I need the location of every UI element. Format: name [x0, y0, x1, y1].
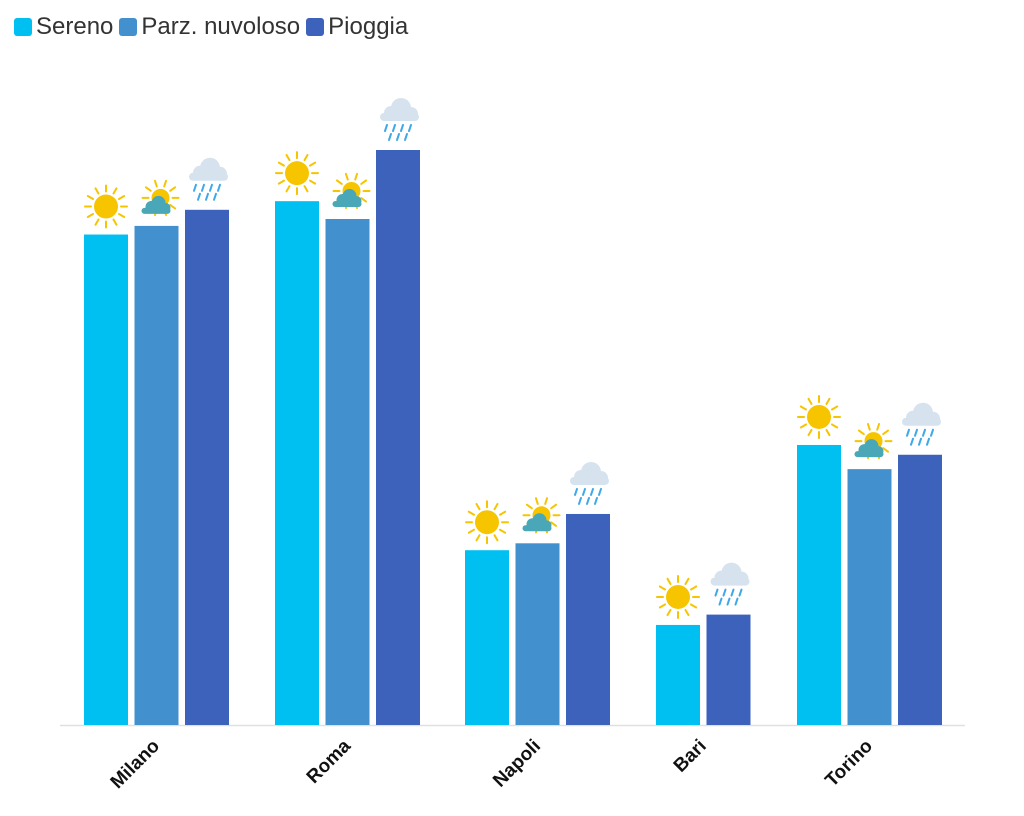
- legend-swatch-sereno: [14, 18, 32, 36]
- x-tick-label-bari: Bari: [670, 736, 711, 777]
- partly-cloudy-icon: [141, 179, 180, 217]
- partly-cloudy-icon: [854, 423, 893, 460]
- bar-roma-parz-nuvoloso[interactable]: [325, 219, 370, 725]
- bar-torino-parz-nuvoloso[interactable]: [847, 469, 892, 725]
- sun-icon: [84, 184, 128, 229]
- bar-napoli-sereno[interactable]: [465, 550, 509, 725]
- rain-cloud-icon: [710, 562, 750, 606]
- legend-label-parz-nuvoloso: Parz. nuvoloso: [141, 13, 301, 40]
- legend-swatch-pioggia: [306, 18, 325, 36]
- rain-cloud-icon: [570, 461, 609, 505]
- bar-milano-parz-nuvoloso[interactable]: [134, 225, 179, 725]
- bar-milano-pioggia[interactable]: [185, 209, 229, 726]
- bar-torino-sereno[interactable]: [797, 444, 841, 725]
- rain-cloud-icon: [902, 402, 941, 446]
- legend-item-sereno[interactable]: Sereno: [14, 10, 113, 44]
- x-tick-label-roma: Roma: [303, 735, 355, 787]
- partly-cloudy-icon: [332, 172, 371, 210]
- legend-item-parz-nuvoloso[interactable]: Parz. nuvoloso: [119, 10, 300, 44]
- legend-swatch-parz-nuvoloso: [119, 18, 138, 36]
- x-tick-label-napoli: Napoli: [489, 736, 545, 792]
- partly-cloudy-icon: [522, 497, 561, 534]
- x-tick-label-torino: Torino: [821, 736, 877, 792]
- bar-milano-sereno[interactable]: [84, 234, 128, 725]
- bar-napoli-parz-nuvoloso[interactable]: [515, 543, 560, 725]
- sun-icon: [797, 394, 841, 439]
- bar-napoli-pioggia[interactable]: [566, 513, 610, 725]
- bar-bari-pioggia[interactable]: [706, 614, 751, 725]
- x-tick-label-milano: Milano: [107, 736, 164, 793]
- sun-icon: [656, 574, 700, 619]
- legend-label-sereno: Sereno: [36, 13, 114, 40]
- rain-cloud-icon: [380, 98, 419, 141]
- chart-legend: Sereno Parz. nuvoloso Pioggia: [14, 10, 408, 44]
- bar-roma-sereno[interactable]: [275, 201, 319, 726]
- rain-cloud-icon: [189, 157, 228, 201]
- sun-icon: [465, 500, 509, 545]
- bar-bari-sereno[interactable]: [656, 624, 700, 725]
- bar-roma-pioggia[interactable]: [376, 150, 420, 725]
- sun-icon: [275, 151, 319, 196]
- legend-label-pioggia: Pioggia: [328, 13, 409, 40]
- legend-item-pioggia[interactable]: Pioggia: [306, 10, 408, 44]
- bar-torino-pioggia[interactable]: [898, 454, 942, 725]
